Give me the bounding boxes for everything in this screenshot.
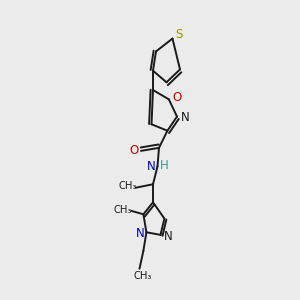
- Text: N: N: [135, 227, 144, 240]
- Text: N: N: [164, 230, 172, 243]
- Text: O: O: [130, 143, 139, 157]
- Text: CH₃: CH₃: [113, 205, 132, 215]
- Text: N: N: [147, 160, 156, 173]
- Text: CH₃: CH₃: [118, 182, 136, 191]
- Text: H: H: [160, 159, 169, 172]
- Text: S: S: [176, 28, 183, 41]
- Text: CH₃: CH₃: [133, 272, 152, 281]
- Text: O: O: [172, 91, 181, 104]
- Text: N: N: [181, 111, 190, 124]
